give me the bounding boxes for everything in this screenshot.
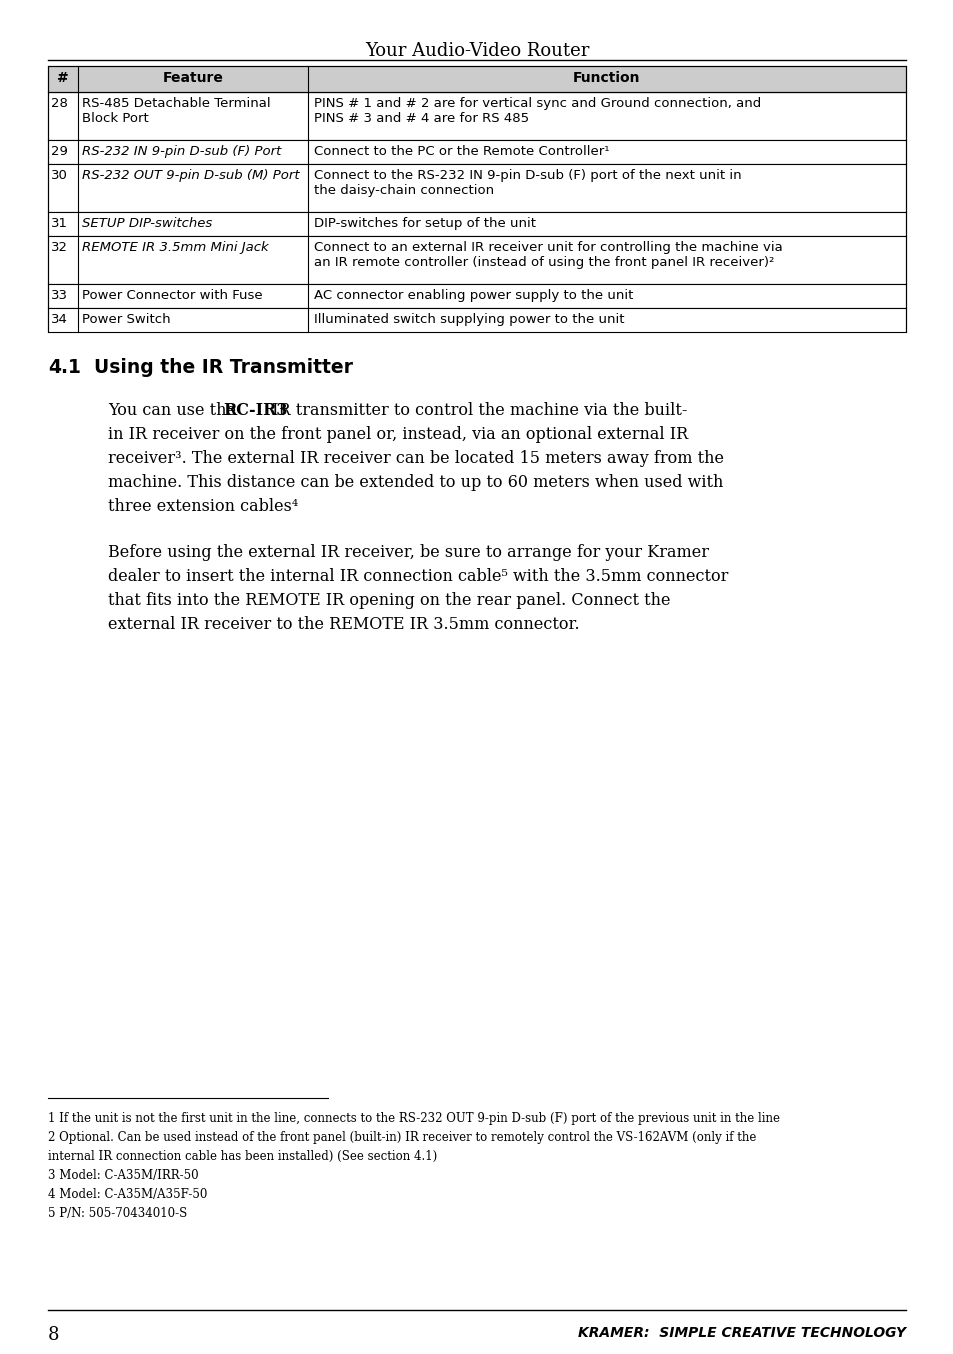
Bar (48, 92, 905, 139)
Text: SETUP DIP-switches: SETUP DIP-switches (82, 217, 212, 230)
Text: Function: Function (573, 70, 640, 85)
Text: Illuminated switch supplying power to the unit: Illuminated switch supplying power to th… (314, 313, 624, 326)
Bar (48, 164, 905, 213)
Text: DIP-switches for setup of the unit: DIP-switches for setup of the unit (314, 217, 536, 230)
Text: machine. This distance can be extended to up to 60 meters when used with: machine. This distance can be extended t… (108, 474, 722, 492)
Text: 1 If the unit is not the first unit in the line, connects to the RS-232 OUT 9-pi: 1 If the unit is not the first unit in t… (48, 1112, 780, 1125)
Text: 5 P/N: 505-70434010-S: 5 P/N: 505-70434010-S (48, 1206, 187, 1220)
Text: 28: 28 (51, 97, 68, 110)
Text: 3 Model: C-A35M/IRR-50: 3 Model: C-A35M/IRR-50 (48, 1169, 198, 1182)
Text: RS-485 Detachable Terminal
Block Port: RS-485 Detachable Terminal Block Port (82, 97, 271, 125)
Text: Connect to the PC or the Remote Controller¹: Connect to the PC or the Remote Controll… (314, 145, 609, 158)
Text: Power Switch: Power Switch (82, 313, 171, 326)
Text: 2 Optional. Can be used instead of the front panel (built-in) IR receiver to rem: 2 Optional. Can be used instead of the f… (48, 1131, 756, 1144)
Text: IR transmitter to control the machine via the built-: IR transmitter to control the machine vi… (267, 402, 687, 418)
Text: REMOTE IR 3.5mm Mini Jack: REMOTE IR 3.5mm Mini Jack (82, 241, 269, 255)
Text: RS-232 IN 9-pin D-sub (F) Port: RS-232 IN 9-pin D-sub (F) Port (82, 145, 281, 158)
Bar (48, 66, 905, 92)
Text: #: # (57, 70, 69, 85)
Text: RS-232 OUT 9-pin D-sub (M) Port: RS-232 OUT 9-pin D-sub (M) Port (82, 169, 299, 181)
Text: Feature: Feature (162, 70, 223, 85)
Text: Connect to an external IR receiver unit for controlling the machine via
an IR re: Connect to an external IR receiver unit … (314, 241, 781, 269)
Text: Before using the external IR receiver, be sure to arrange for your Kramer: Before using the external IR receiver, b… (108, 544, 708, 561)
Bar (48, 213, 905, 236)
Text: 30: 30 (51, 169, 68, 181)
Text: Your Audio-Video Router: Your Audio-Video Router (364, 42, 589, 60)
Text: AC connector enabling power supply to the unit: AC connector enabling power supply to th… (314, 288, 633, 302)
Bar (48, 284, 905, 307)
Text: receiver³. The external IR receiver can be located 15 meters away from the: receiver³. The external IR receiver can … (108, 450, 723, 467)
Bar (48, 139, 905, 164)
Text: 31: 31 (51, 217, 68, 230)
Text: Power Connector with Fuse: Power Connector with Fuse (82, 288, 262, 302)
Text: 32: 32 (51, 241, 68, 255)
Text: external IR receiver to the REMOTE IR 3.5mm connector.: external IR receiver to the REMOTE IR 3.… (108, 616, 579, 634)
Text: 33: 33 (51, 288, 68, 302)
Text: 8: 8 (48, 1326, 59, 1345)
Text: RC-IR3: RC-IR3 (223, 402, 287, 418)
Text: three extension cables⁴: three extension cables⁴ (108, 498, 298, 515)
Text: 4.1: 4.1 (48, 357, 81, 376)
Text: 29: 29 (51, 145, 68, 158)
Bar (48, 307, 905, 332)
Text: KRAMER:  SIMPLE CREATIVE TECHNOLOGY: KRAMER: SIMPLE CREATIVE TECHNOLOGY (578, 1326, 905, 1340)
Text: 4 Model: C-A35M/A35F-50: 4 Model: C-A35M/A35F-50 (48, 1187, 207, 1201)
Text: Using the IR Transmitter: Using the IR Transmitter (94, 357, 353, 376)
Text: Connect to the RS-232 IN 9-pin D-sub (F) port of the next unit in
the daisy-chai: Connect to the RS-232 IN 9-pin D-sub (F)… (314, 169, 740, 196)
Text: that fits into the REMOTE IR opening on the rear panel. Connect the: that fits into the REMOTE IR opening on … (108, 592, 670, 609)
Bar (48, 236, 905, 284)
Text: dealer to insert the internal IR connection cable⁵ with the 3.5mm connector: dealer to insert the internal IR connect… (108, 567, 727, 585)
Text: You can use the: You can use the (108, 402, 241, 418)
Text: internal IR connection cable has been installed) (See section 4.1): internal IR connection cable has been in… (48, 1150, 436, 1163)
Text: in IR receiver on the front panel or, instead, via an optional external IR: in IR receiver on the front panel or, in… (108, 427, 687, 443)
Text: 34: 34 (51, 313, 68, 326)
Text: PINS # 1 and # 2 are for vertical sync and Ground connection, and
PINS # 3 and #: PINS # 1 and # 2 are for vertical sync a… (314, 97, 760, 125)
